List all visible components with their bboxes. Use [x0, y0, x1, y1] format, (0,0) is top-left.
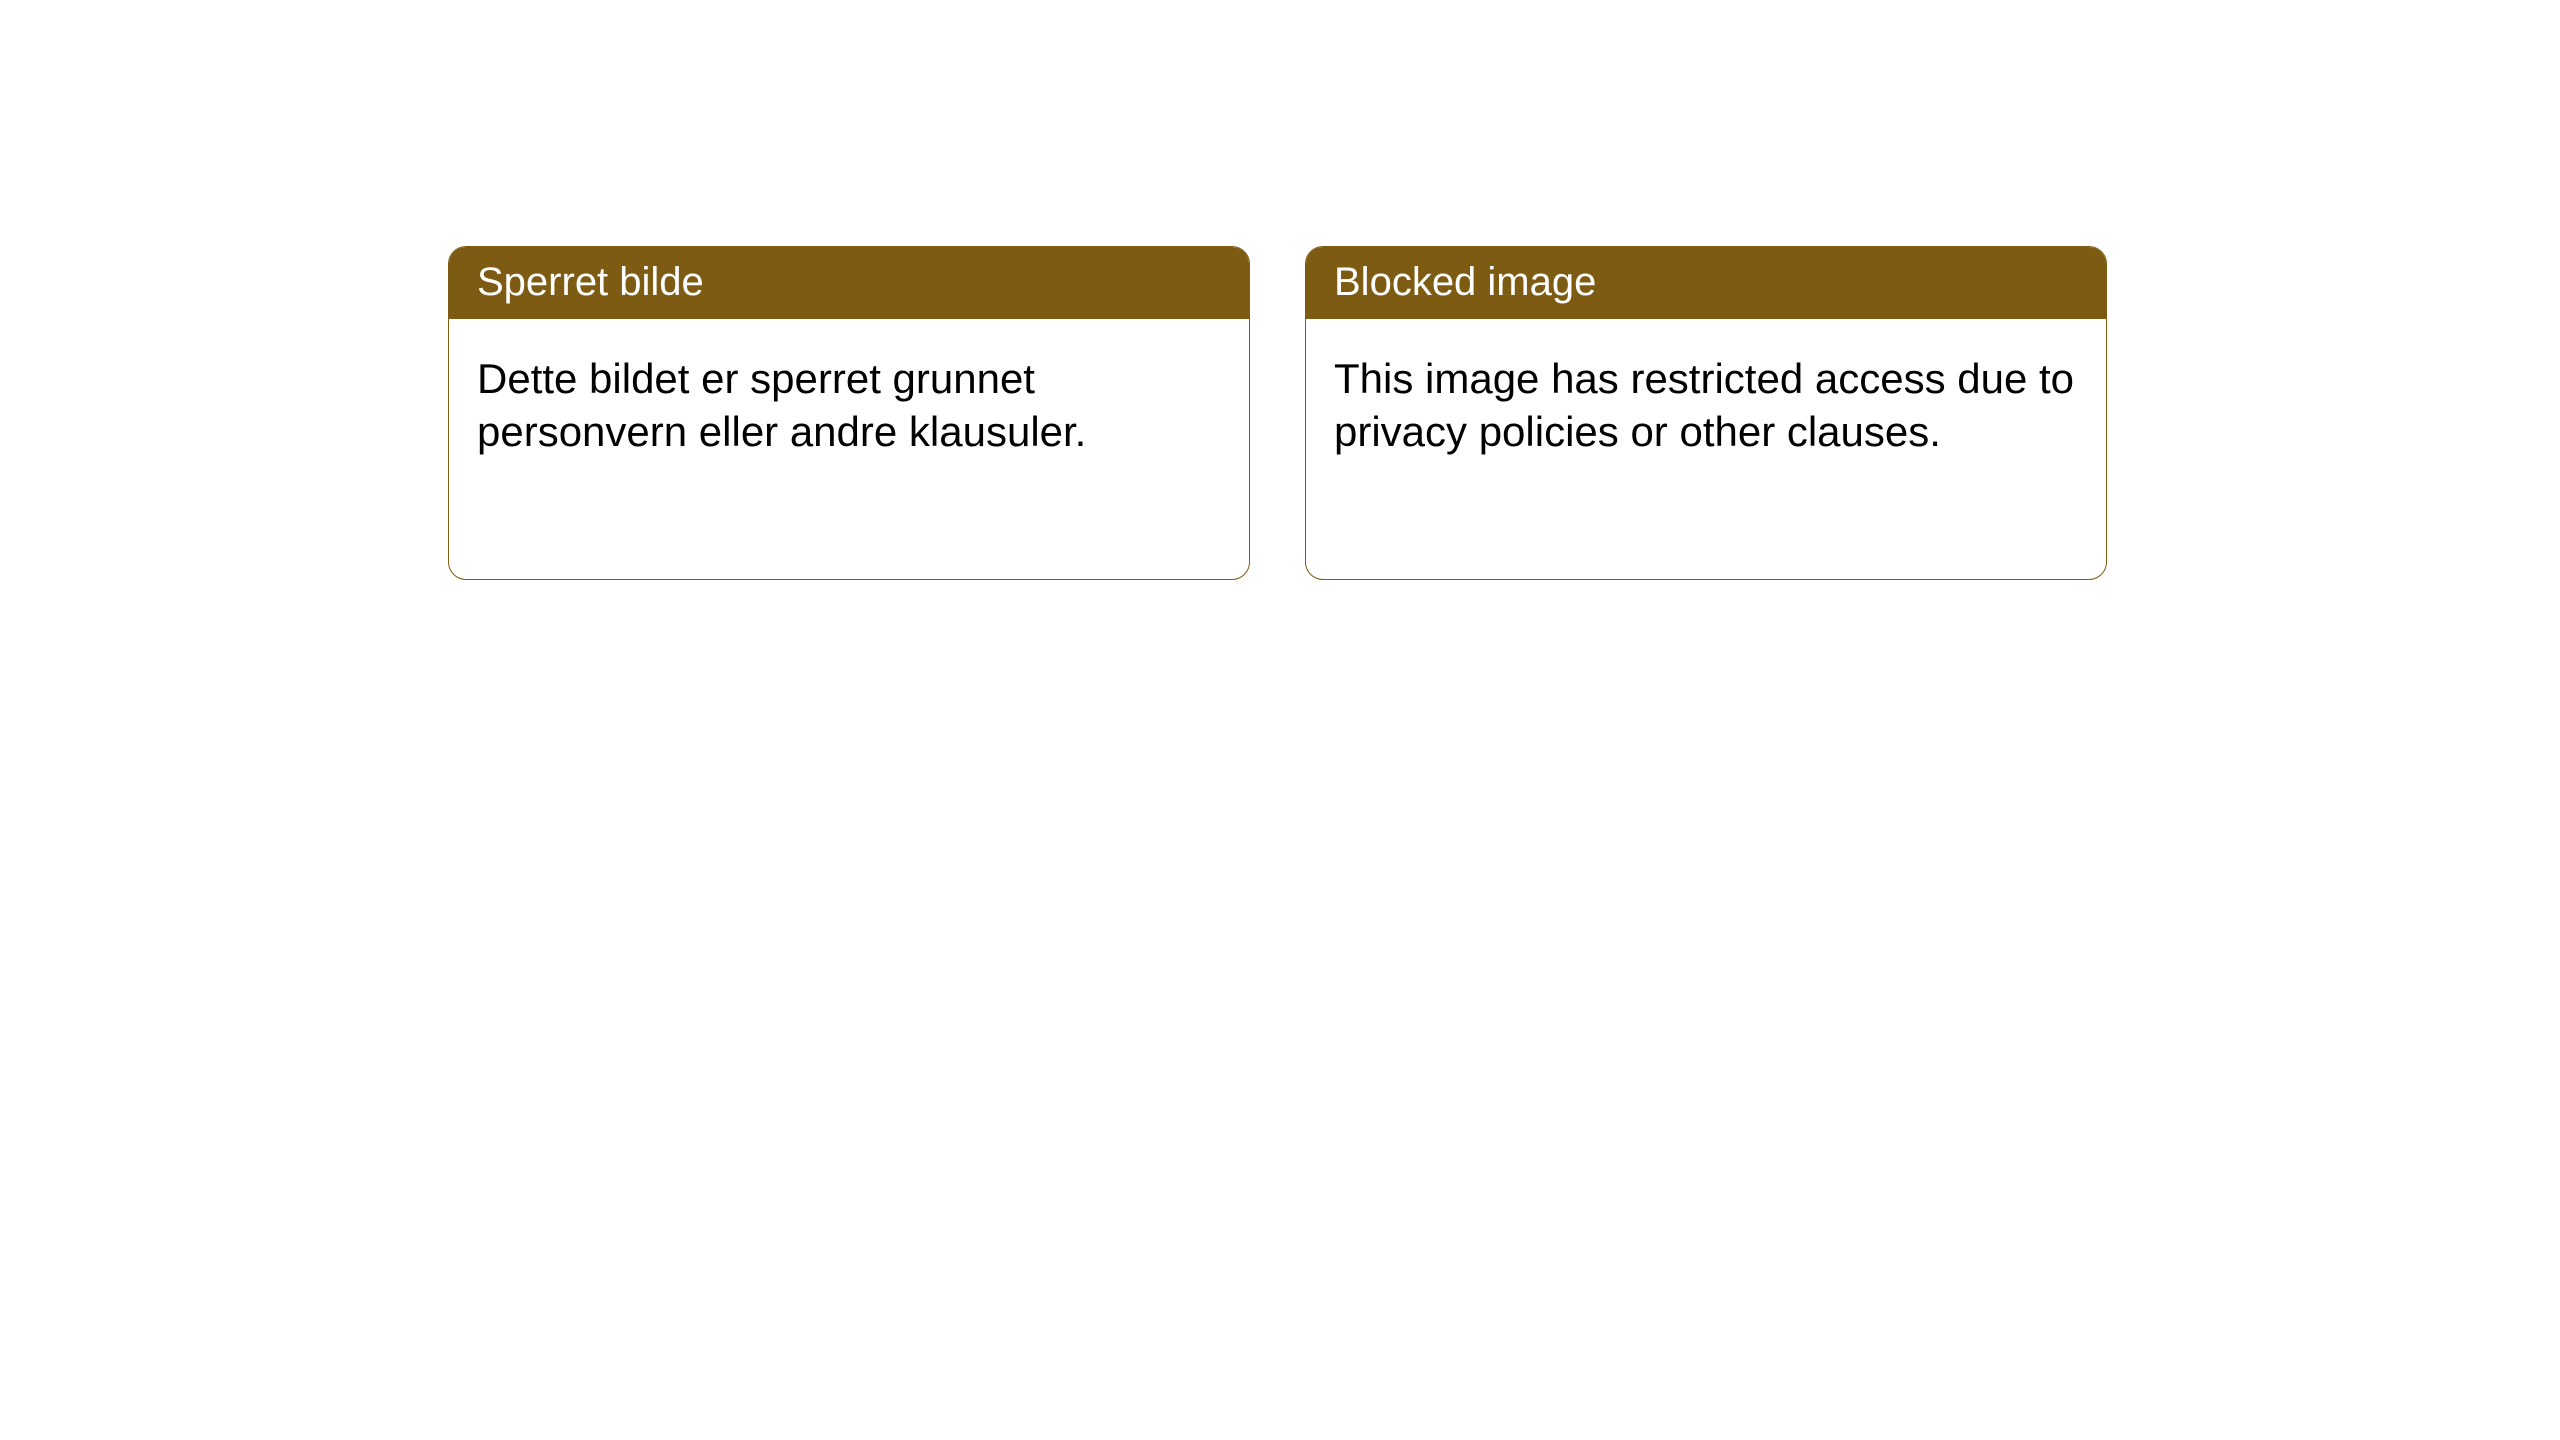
notice-card-container: Sperret bilde Dette bildet er sperret gr… — [448, 246, 2107, 580]
notice-card-english: Blocked image This image has restricted … — [1305, 246, 2107, 580]
notice-card-header: Blocked image — [1306, 247, 2106, 319]
notice-card-body: Dette bildet er sperret grunnet personve… — [449, 319, 1249, 492]
notice-card-norwegian: Sperret bilde Dette bildet er sperret gr… — [448, 246, 1250, 580]
notice-card-body: This image has restricted access due to … — [1306, 319, 2106, 492]
notice-card-header: Sperret bilde — [449, 247, 1249, 319]
